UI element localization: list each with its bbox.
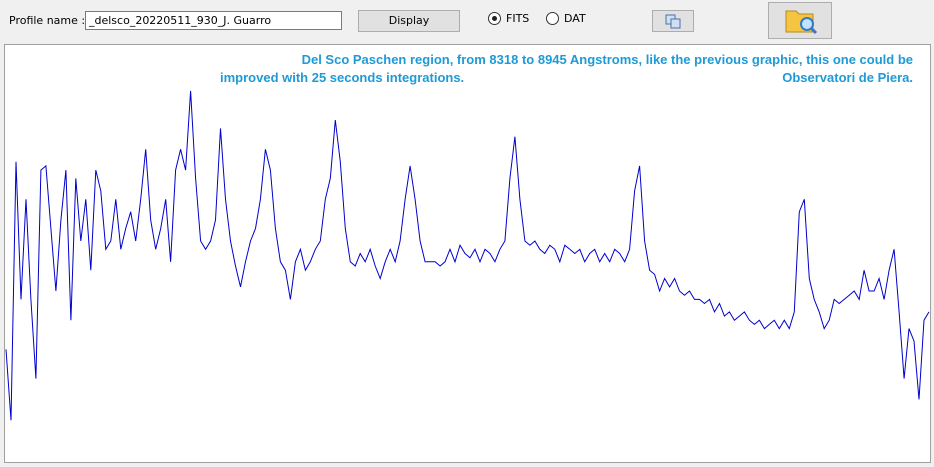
radio-dat[interactable]: DAT: [546, 12, 586, 25]
annotation: Del Sco Paschen region, from 8318 to 894…: [302, 52, 913, 67]
open-folder-button[interactable]: [768, 2, 832, 39]
radio-label: DAT: [564, 12, 586, 25]
copy-button[interactable]: [652, 10, 694, 32]
radio-label: FITS: [506, 12, 530, 25]
profile-label: Profile name :: [9, 14, 86, 27]
display-button[interactable]: Display: [358, 10, 460, 32]
copy-icon: [665, 14, 681, 29]
radio-fits[interactable]: FITS: [488, 12, 529, 25]
annotation: improved with 25 seconds integrations.: [220, 70, 464, 85]
profile-name-input[interactable]: _delsco_20220511_930_J. Guarro: [85, 11, 342, 30]
radio-dot: [488, 12, 501, 25]
spectrum-line: [5, 90, 930, 421]
annotation: Observatori de Piera.: [782, 70, 913, 85]
folder-icon: [785, 10, 818, 35]
radio-dot: [546, 12, 559, 25]
plot-area: [4, 44, 931, 463]
